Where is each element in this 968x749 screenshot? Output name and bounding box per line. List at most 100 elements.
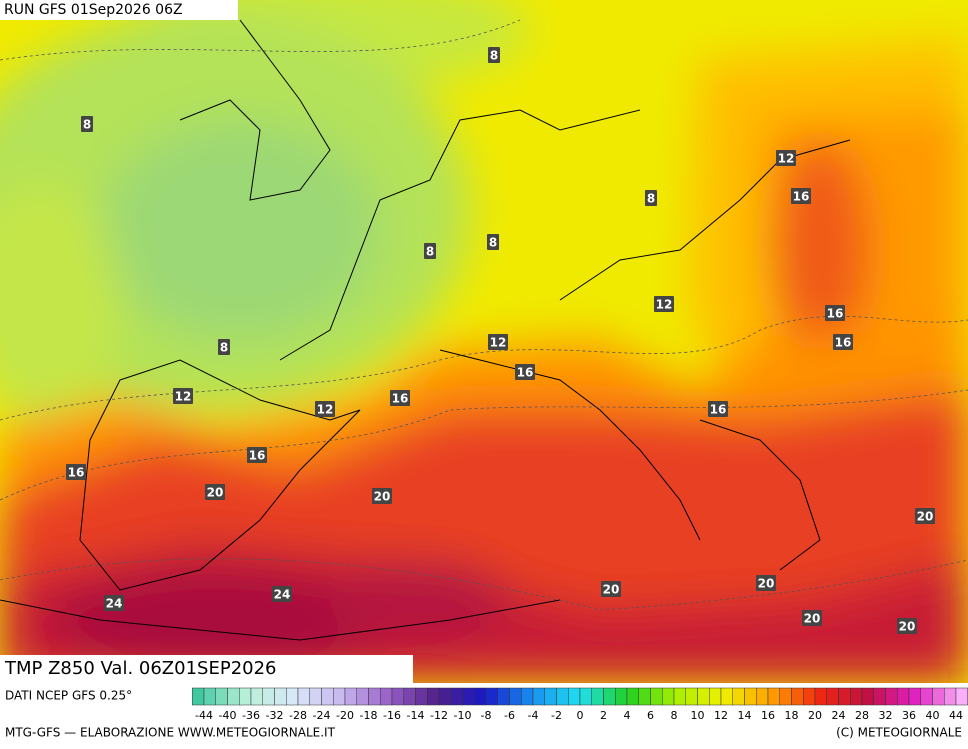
scale-swatch [356, 687, 369, 706]
scale-swatch [591, 687, 604, 706]
scale-label: 10 [691, 709, 705, 722]
scale-swatch [203, 687, 216, 706]
header-box [0, 0, 238, 20]
field-box [0, 655, 413, 683]
contour-label-bg [205, 484, 225, 500]
scale-label: 16 [761, 709, 775, 722]
contour-label: 16 [68, 466, 85, 480]
scale-swatch [615, 687, 628, 706]
scale-label: 44 [949, 709, 963, 722]
scale-swatch [556, 687, 569, 706]
scale-swatch [297, 687, 310, 706]
contour-label-bg [833, 334, 853, 350]
scale-swatch [450, 687, 463, 706]
contour-label: 8 [83, 118, 91, 132]
scale-label: -2 [551, 709, 562, 722]
contour-label: 16 [392, 392, 409, 406]
contour-label-bg [173, 388, 193, 404]
scale-swatch [427, 687, 440, 706]
scale-swatch [250, 687, 263, 706]
scale-label: 24 [832, 709, 846, 722]
scale-swatch [215, 687, 228, 706]
contour-label: 12 [778, 152, 795, 166]
contour-label: 8 [220, 341, 228, 355]
contour-label-bg [488, 334, 508, 350]
scale-label: -12 [430, 709, 448, 722]
scale-label: 8 [671, 709, 678, 722]
contour-label-bg [390, 390, 410, 406]
contour-label: 8 [426, 245, 434, 259]
contour-label: 12 [656, 298, 673, 312]
scale-label: 14 [738, 709, 752, 722]
contour-label-bg [825, 305, 845, 321]
scale-swatch [626, 687, 639, 706]
scale-swatch [838, 687, 851, 706]
scale-swatch [779, 687, 792, 706]
scale-swatch [286, 687, 299, 706]
scale-swatch [227, 687, 240, 706]
scale-swatch [509, 687, 522, 706]
scale-swatch [603, 687, 616, 706]
contour-label: 12 [175, 390, 192, 404]
contour-label-bg [315, 401, 335, 417]
scale-label: 40 [926, 709, 940, 722]
contour-label-bg [708, 401, 728, 417]
contour-label-bg [897, 618, 917, 634]
scale-swatch [756, 687, 769, 706]
scale-swatch [803, 687, 816, 706]
scale-swatch [861, 687, 874, 706]
contour-label-bg [218, 339, 230, 355]
contour-label: 8 [647, 192, 655, 206]
contour-label: 16 [517, 366, 534, 380]
source-label: DATI NCEP GFS 0.25° [5, 689, 132, 703]
contour-label-bg [104, 595, 124, 611]
scale-swatch [403, 687, 416, 706]
scale-swatch [732, 687, 745, 706]
scale-label: 12 [714, 709, 728, 722]
scale-label: 4 [624, 709, 631, 722]
scale-label: -32 [266, 709, 284, 722]
scale-label: 28 [855, 709, 869, 722]
contour-label-bg [776, 150, 796, 166]
contour-label-bg [601, 581, 621, 597]
scale-swatch [697, 687, 710, 706]
contour-label: 12 [490, 336, 507, 350]
scale-swatch [908, 687, 921, 706]
scale-label: -28 [289, 709, 307, 722]
contour-label-bg [802, 610, 822, 626]
scale-swatch [932, 687, 945, 706]
scale-label: -36 [242, 709, 260, 722]
temperature-field [0, 0, 968, 683]
contour-label-bg [487, 234, 499, 250]
scale-label: 6 [647, 709, 654, 722]
contour-label: 16 [827, 307, 844, 321]
contour-label: 20 [899, 620, 916, 634]
scale-swatch [579, 687, 592, 706]
contour-label: 8 [490, 49, 498, 63]
contour-label-bg [424, 243, 436, 259]
scale-swatch [415, 687, 428, 706]
contour-label: 24 [106, 597, 123, 611]
scale-label: -10 [454, 709, 472, 722]
scale-swatch [662, 687, 675, 706]
scale-swatch [474, 687, 487, 706]
scale-swatch [262, 687, 275, 706]
contour-label-bg [515, 364, 535, 380]
scale-swatch [873, 687, 886, 706]
contour-label: 20 [917, 510, 934, 524]
scale-swatch [685, 687, 698, 706]
scale-label: 32 [879, 709, 893, 722]
scale-label: -40 [219, 709, 237, 722]
contour-label: 16 [710, 403, 727, 417]
contour-label-bg [915, 508, 935, 524]
contour-label-bg [81, 116, 93, 132]
scale-swatch [544, 687, 557, 706]
copyright-label: (C) METEOGIORNALE [836, 726, 962, 740]
scale-swatch [333, 687, 346, 706]
scale-label: 18 [785, 709, 799, 722]
scale-swatch [274, 687, 287, 706]
scale-swatch [485, 687, 498, 706]
contour-label: 24 [274, 588, 291, 602]
scale-label: 20 [808, 709, 822, 722]
scale-swatch [944, 687, 957, 706]
